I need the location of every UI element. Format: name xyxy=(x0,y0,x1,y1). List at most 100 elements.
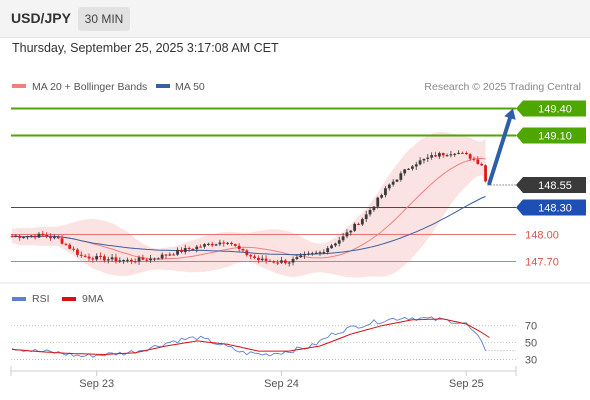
candle-body xyxy=(203,244,206,247)
candle xyxy=(214,243,218,247)
candle-body xyxy=(326,248,330,253)
candle-body xyxy=(445,155,449,157)
candle xyxy=(133,258,137,264)
candle xyxy=(10,234,14,238)
candle xyxy=(457,150,460,155)
level-label-resistance: 149.10 xyxy=(538,131,572,143)
candle-body xyxy=(160,254,164,259)
candle xyxy=(180,247,183,254)
candle-body xyxy=(126,259,129,261)
candle-body xyxy=(226,242,229,244)
forecast-arrow-head xyxy=(504,108,516,120)
candle xyxy=(307,251,310,256)
candle-body xyxy=(206,243,210,245)
candle-body xyxy=(434,155,437,157)
candle xyxy=(29,234,33,238)
candle-body xyxy=(357,223,360,225)
rsi-line xyxy=(11,316,487,358)
candle-body xyxy=(472,158,476,160)
candle-body xyxy=(52,236,56,239)
candle xyxy=(411,165,414,171)
candle xyxy=(118,257,122,263)
candle-body xyxy=(79,254,83,256)
candle-body xyxy=(106,259,110,261)
candle-body xyxy=(141,257,145,260)
candle xyxy=(287,261,291,267)
candle xyxy=(106,256,110,264)
candle xyxy=(64,243,68,246)
rsi-legend: RSI 9MA xyxy=(12,293,104,305)
candle-body xyxy=(368,210,372,215)
candle xyxy=(49,233,52,241)
candle xyxy=(233,243,237,247)
candle xyxy=(299,253,303,259)
candle xyxy=(260,255,264,262)
candle xyxy=(399,171,403,182)
timeframe-button[interactable]: 30 MIN xyxy=(78,7,130,31)
x-tick-label: Sep 25 xyxy=(449,378,484,390)
candle xyxy=(37,232,41,238)
candle-body xyxy=(407,168,410,170)
candle-body xyxy=(337,240,341,244)
timestamp: Thursday, September 25, 2025 3:17:08 AM … xyxy=(12,41,279,55)
candle-body xyxy=(307,253,310,255)
candle xyxy=(103,254,106,263)
candle xyxy=(384,186,387,198)
candle-body xyxy=(411,166,414,169)
candle-body xyxy=(60,238,64,244)
candle-body xyxy=(76,249,79,255)
candle xyxy=(56,235,60,239)
candle-body xyxy=(91,258,95,260)
candle xyxy=(33,234,37,240)
candle-body xyxy=(118,260,122,262)
candle xyxy=(476,156,480,165)
candle-body xyxy=(145,259,149,261)
candle-body xyxy=(299,255,303,258)
candle-body xyxy=(287,262,291,264)
candle xyxy=(453,152,457,157)
candle xyxy=(160,252,164,260)
level-label-box-resistance xyxy=(516,127,586,144)
candle xyxy=(272,260,276,264)
candle-body xyxy=(468,154,472,159)
candle xyxy=(480,162,484,166)
candle-body xyxy=(418,160,422,165)
candle xyxy=(334,242,337,248)
ma50-line xyxy=(11,196,486,256)
candles xyxy=(10,150,487,267)
candle xyxy=(257,255,260,264)
candle xyxy=(168,252,172,257)
candle-body xyxy=(129,259,133,262)
candle xyxy=(14,234,18,238)
candle-body xyxy=(453,153,457,155)
candle-body xyxy=(464,152,468,155)
candle xyxy=(18,234,22,241)
candle-body xyxy=(195,246,199,250)
candle xyxy=(253,254,256,260)
level-label-support: 148.00 xyxy=(525,230,559,242)
candle xyxy=(360,217,364,226)
x-axis: Sep 23 Sep 24 Sep 25 xyxy=(10,366,517,390)
candle-body xyxy=(426,157,430,159)
rsi-tick-label: 50 xyxy=(525,338,537,350)
candle-body xyxy=(164,254,168,256)
candle-body xyxy=(172,254,176,256)
candle xyxy=(110,254,114,262)
candle-body xyxy=(403,169,407,174)
candle-body xyxy=(372,206,376,211)
candle-body xyxy=(384,188,387,196)
candle-body xyxy=(191,249,195,251)
level-label-box-resistance xyxy=(516,100,586,117)
candle-body xyxy=(395,179,399,182)
candle xyxy=(468,152,472,161)
candle-body xyxy=(95,255,99,260)
candle-body xyxy=(122,260,126,262)
candle xyxy=(222,240,226,247)
candle xyxy=(52,234,56,240)
rsi-tick-label: 70 xyxy=(525,321,537,333)
candle xyxy=(376,196,380,209)
candle xyxy=(83,254,87,258)
candle-body xyxy=(264,258,268,261)
candle-body xyxy=(360,219,364,225)
